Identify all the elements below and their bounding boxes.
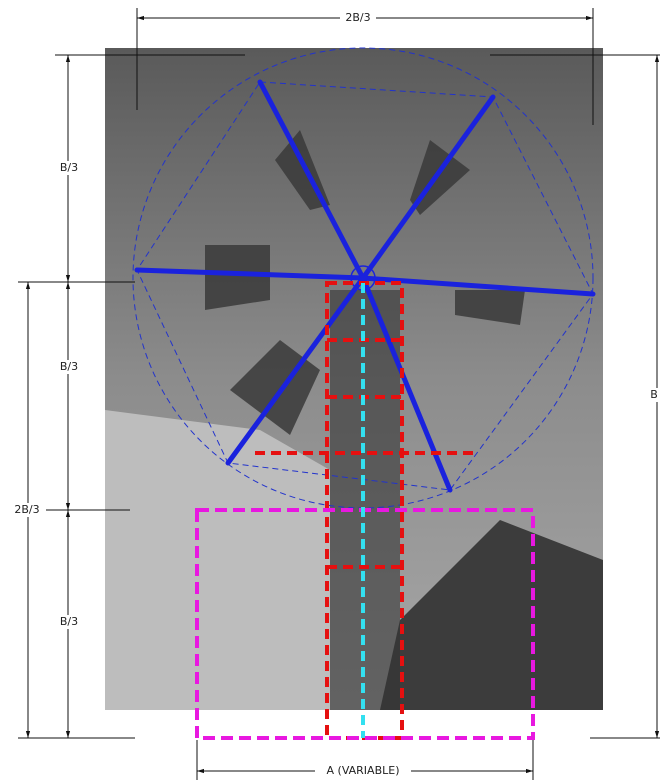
spoke xyxy=(360,94,496,281)
dim-label: 2B/3 xyxy=(14,503,39,516)
label-bg xyxy=(54,161,84,175)
dim-label: B/3 xyxy=(60,615,78,628)
label-bg xyxy=(315,764,411,778)
spoke xyxy=(225,275,366,466)
label-bg xyxy=(8,503,46,517)
building xyxy=(380,520,603,710)
spoke xyxy=(257,79,366,281)
spoke xyxy=(360,275,596,297)
spoke xyxy=(134,267,366,281)
dim-label: B xyxy=(650,388,658,401)
label-bg xyxy=(54,360,84,374)
sail xyxy=(205,245,270,310)
label-bg xyxy=(648,388,660,402)
sail xyxy=(455,290,525,325)
label-bg xyxy=(54,615,84,629)
labels: 2B/3 B/3 B/3 B/3 2B/3 B A (VARIABLE) xyxy=(8,11,660,778)
label-bg xyxy=(340,11,376,25)
dim-label: B/3 xyxy=(60,360,78,373)
dim-label: A (VARIABLE) xyxy=(327,764,400,777)
sail xyxy=(410,140,470,215)
dim-label: 2B/3 xyxy=(345,11,370,24)
ground xyxy=(105,410,330,710)
dim-label: B/3 xyxy=(60,161,78,174)
